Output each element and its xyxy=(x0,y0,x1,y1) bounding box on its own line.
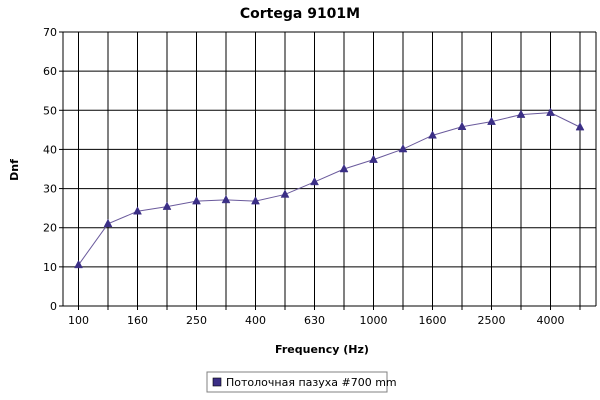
axis-layer: 0 10 20 30 40 50 60 70 100 160 250 400 630 1000 1600 25… xyxy=(43,26,597,327)
data-point-marker xyxy=(280,189,290,198)
x-tick-label: 160 xyxy=(127,314,148,327)
y-axis-title: Dnf xyxy=(8,159,21,181)
series-layer xyxy=(74,107,585,269)
data-point-marker xyxy=(192,196,201,205)
plot-area xyxy=(63,32,596,306)
y-tick-label: 50 xyxy=(43,104,57,117)
x-tick-label: 2500 xyxy=(478,314,506,327)
data-point-marker xyxy=(575,122,585,131)
x-tick-label: 250 xyxy=(186,314,207,327)
y-tick-label: 10 xyxy=(43,261,57,274)
x-tick-label: 1000 xyxy=(360,314,388,327)
chart-title: Cortega 9101M xyxy=(240,6,360,22)
legend-swatch xyxy=(212,377,222,387)
y-tick-label: 0 xyxy=(50,300,57,313)
data-point-marker xyxy=(103,218,113,228)
series-line xyxy=(78,112,581,266)
legend-label: Потолочная пазуха #700 mm xyxy=(226,376,397,389)
data-point-marker xyxy=(428,130,437,139)
y-tick-label: 40 xyxy=(43,143,57,156)
x-tick-label: 1600 xyxy=(419,314,447,327)
x-tick-label: 400 xyxy=(245,314,266,327)
data-point-marker xyxy=(398,144,408,153)
data-point-marker xyxy=(516,109,526,118)
data-point-marker xyxy=(310,176,319,186)
y-tick-label: 20 xyxy=(43,222,57,235)
data-point-marker xyxy=(487,116,496,125)
legend: Потолочная пазуха #700 mm xyxy=(206,371,397,393)
data-point-marker xyxy=(546,107,555,116)
data-point-marker xyxy=(133,206,142,215)
data-point-marker xyxy=(339,163,349,173)
data-point-marker xyxy=(221,194,231,204)
data-point-marker xyxy=(74,259,83,269)
y-tick-label: 30 xyxy=(43,183,57,196)
data-point-marker xyxy=(457,121,467,130)
legend-box xyxy=(206,371,388,393)
x-tick-label: 100 xyxy=(68,314,89,327)
y-tick-label: 60 xyxy=(43,65,57,78)
grid-layer xyxy=(63,31,596,306)
data-point-marker xyxy=(251,196,260,205)
x-axis-title: Frequency (Hz) xyxy=(275,343,369,356)
x-tick-label: 4000 xyxy=(537,314,565,327)
data-point-marker xyxy=(162,201,172,210)
data-point-marker xyxy=(369,154,378,163)
x-tick-label: 630 xyxy=(304,314,325,327)
y-tick-label: 70 xyxy=(43,26,57,39)
